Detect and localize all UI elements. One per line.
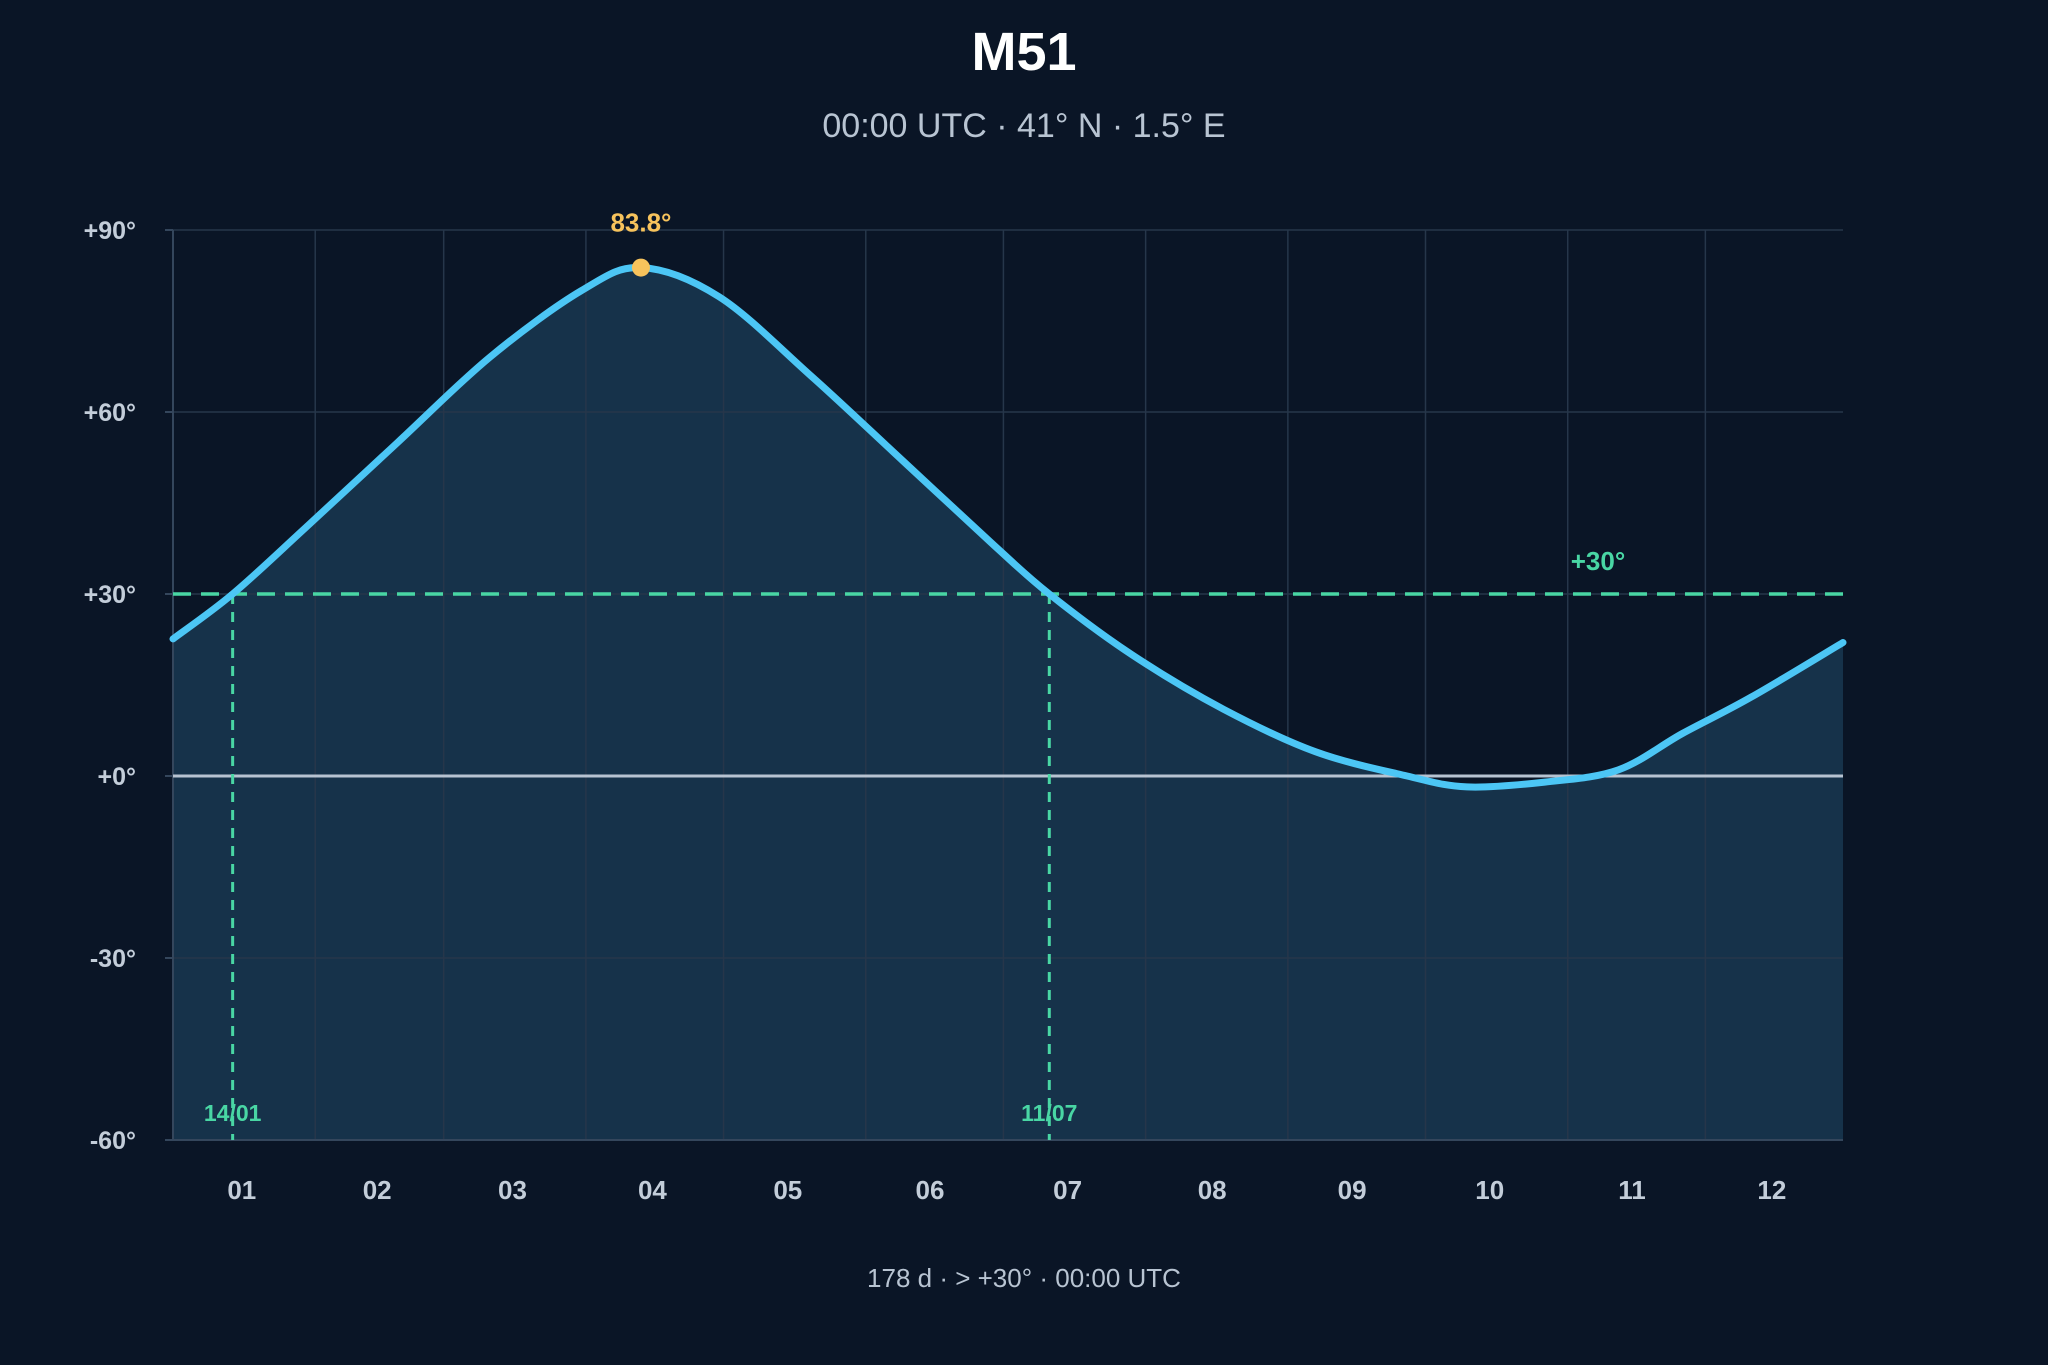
x-tick-label: 08 [1198, 1175, 1227, 1205]
chart-title: M51 [971, 22, 1076, 82]
y-tick-label: -60° [90, 1127, 136, 1155]
y-tick-label: -30° [90, 945, 136, 973]
y-tick-label: +90° [84, 217, 136, 245]
chart-footer: 178 d · > +30° · 00:00 UTC [867, 1263, 1181, 1293]
peak-point [631, 258, 650, 277]
x-tick-label: 02 [363, 1175, 392, 1205]
x-tick-label: 07 [1053, 1175, 1082, 1205]
x-tick-label: 06 [916, 1175, 945, 1205]
x-tick-label: 04 [638, 1175, 667, 1205]
y-tick-label: +30° [84, 581, 136, 609]
x-tick-label: 01 [227, 1175, 256, 1205]
x-tick-label: 03 [498, 1175, 527, 1205]
x-tick-label: 05 [773, 1175, 802, 1205]
crossing-label: 14/01 [204, 1100, 262, 1126]
crossing-label: 11/07 [1021, 1100, 1077, 1126]
x-tick-label: 10 [1475, 1175, 1504, 1205]
x-tick-label: 11 [1618, 1175, 1646, 1205]
y-tick-label: +60° [84, 399, 136, 427]
chart-subtitle: 00:00 UTC · 41° N · 1.5° E [822, 107, 1225, 145]
peak-label: 83.8° [610, 208, 671, 238]
altitude-line [169, 264, 1847, 791]
x-tick-label: 09 [1338, 1175, 1367, 1205]
plot-area: +90° +60° +30° +0° -30° -60° 01 02 03 04 05 06 07 08 0… [84, 208, 1847, 1205]
threshold-label: +30° [1571, 546, 1626, 576]
x-tick-label: 12 [1757, 1175, 1786, 1205]
y-tick-label: +0° [97, 763, 136, 791]
